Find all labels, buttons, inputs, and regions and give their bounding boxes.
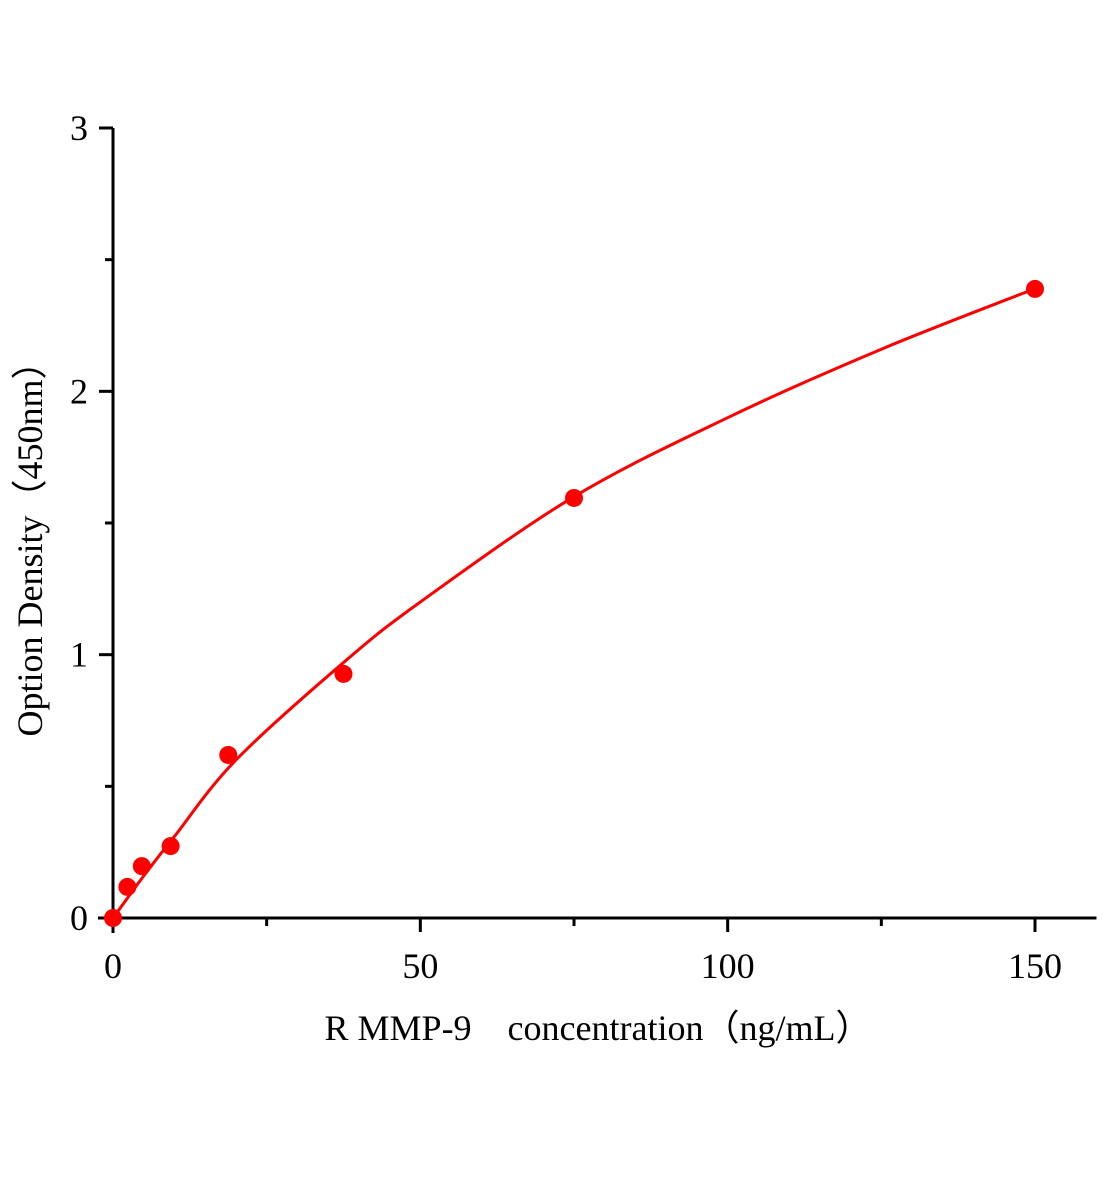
x-tick-label: 50: [402, 946, 438, 986]
fit-curve: [111, 287, 1036, 919]
y-tick-label: 0: [70, 898, 88, 938]
data-point: [118, 877, 137, 896]
y-axis-label: Option Density（450nm）: [10, 344, 50, 737]
data-points: [104, 279, 1044, 927]
data-point: [132, 857, 151, 876]
data-point: [104, 909, 122, 927]
x-tick-label: 150: [1008, 946, 1062, 986]
x-tick-label: 0: [104, 946, 122, 986]
data-point: [161, 837, 180, 856]
y-tick-label: 3: [70, 108, 88, 148]
data-point: [1026, 279, 1044, 298]
y-tick-label: 2: [70, 371, 88, 411]
data-point: [219, 745, 238, 764]
ticks: 0 50 100 150 0 1 2 3: [70, 108, 1062, 986]
y-tick-label: 1: [70, 635, 88, 675]
axes: [98, 128, 1097, 933]
x-axis-label: R MMP-9 concentration（ng/mL）: [325, 1008, 872, 1048]
data-point: [334, 664, 353, 683]
data-point: [565, 488, 583, 507]
x-tick-label: 100: [701, 946, 755, 986]
